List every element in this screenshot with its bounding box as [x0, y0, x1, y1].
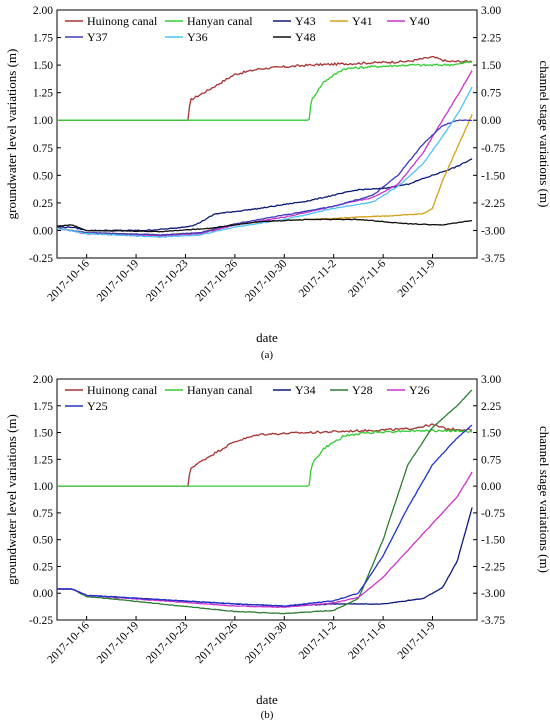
y2-tick-label: -1.50: [481, 535, 505, 547]
legend-label: Y28: [352, 383, 373, 397]
y-tick-label: 0.50: [33, 170, 53, 182]
series-line-y26: [57, 471, 473, 608]
legend-label: Hanyan canal: [187, 14, 253, 28]
series-line-y40: [57, 70, 473, 237]
y2-tick-label: 0.75: [481, 454, 501, 466]
legend-label: Y48: [295, 30, 316, 44]
x-axis-label: date: [256, 692, 278, 707]
legend-label: Huinong canal: [87, 14, 158, 28]
series-line-y36: [57, 86, 473, 238]
y2-tick-label: -0.75: [481, 143, 505, 155]
chart-panel-b: -0.25 0.00 0.25 0.50 0.75 1.00 1.25 1.50 1.75 2.0…: [4, 374, 550, 721]
x-tick-label: 2017-10-30: [243, 619, 290, 666]
x-tick-label: 2017-11-9: [396, 619, 438, 661]
y-axis-label: groundwater level variations (m): [4, 49, 19, 220]
y-tick-label: 1.00: [33, 481, 53, 493]
y-tick-label: 2.00: [33, 5, 53, 17]
x-tick-label: 2017-10-26: [194, 619, 241, 666]
y2-tick-label: 0.75: [481, 88, 501, 100]
x-tick-label: 2017-10-19: [95, 257, 142, 304]
y-tick-label: 0.25: [33, 561, 53, 573]
panel-label: (b): [261, 709, 274, 721]
y2-tick-label: 0.00: [481, 115, 501, 127]
series-line-y28: [57, 389, 473, 615]
y-tick-label: 0.75: [33, 508, 53, 520]
series-line-hanyan-canal: [57, 61, 473, 121]
x-tick-label: 2017-11-9: [396, 257, 438, 299]
chart-panel-a: -0.25 0.00 0.25 0.50 0.75 1.00 1.25 1.50 1.75 2.0…: [4, 5, 550, 361]
y2-axis-label: channel stage variations (m): [537, 61, 550, 208]
y-tick-label: 1.50: [33, 60, 53, 72]
plot-frame: [56, 378, 478, 621]
y-tick-label: 1.25: [33, 454, 53, 466]
y2-tick-label: 1.50: [481, 428, 501, 440]
y-tick-label: 1.25: [33, 88, 53, 100]
y-tick-label: 0.00: [33, 225, 53, 237]
series-line-y37: [57, 119, 473, 236]
y-axis-label: groundwater level variations (m): [4, 414, 19, 585]
series-line-y48: [57, 218, 473, 233]
x-tick-label: 2017-10-30: [243, 257, 290, 304]
y2-tick-label: 1.50: [481, 60, 501, 72]
y-tick-label: -0.25: [29, 253, 53, 265]
y-tick-label: 1.00: [33, 115, 53, 127]
series-line-hanyan-canal: [57, 428, 473, 487]
legend-label: Y43: [295, 14, 316, 28]
y2-tick-label: -1.50: [481, 170, 505, 182]
series-lines: [57, 55, 473, 238]
y2-tick-label: 0.00: [481, 481, 501, 493]
x-tick-label: 2017-11-6: [346, 619, 388, 661]
x-tick-label: 2017-10-19: [95, 619, 142, 666]
legend-label: Y36: [187, 30, 208, 44]
y-tick-label: 1.75: [33, 401, 53, 413]
y-tick-label: 1.75: [33, 33, 53, 45]
y2-axis-label: channel stage variations (m): [537, 426, 550, 573]
y2-tick-label: -3.75: [481, 615, 505, 627]
legend-label: Y37: [87, 30, 108, 44]
y2-tick-label: 2.25: [481, 401, 501, 413]
series-line-y34: [57, 507, 473, 607]
y2-tick-label: -3.00: [481, 225, 505, 237]
y2-tick-label: -0.75: [481, 508, 505, 520]
x-tick-label: 2017-10-23: [144, 619, 191, 666]
y2-tick-label: 3.00: [481, 374, 501, 386]
legend-label: Hanyan canal: [187, 383, 253, 397]
series-lines: [57, 389, 473, 615]
panel-label: (a): [261, 349, 274, 361]
series-line-y25: [57, 424, 473, 607]
series-line-huinong-canal: [57, 55, 473, 121]
y-tick-label: 0.50: [33, 535, 53, 547]
x-tick-label: 2017-10-23: [144, 257, 191, 304]
y2-tick-label: -2.25: [481, 198, 505, 210]
y2-tick-label: -3.00: [481, 588, 505, 600]
series-line-y41: [57, 114, 473, 236]
x-tick-label: 2017-11-2: [297, 257, 339, 299]
x-axis-label: date: [256, 330, 278, 345]
y-tick-label: -0.25: [29, 615, 53, 627]
series-line-huinong-canal: [57, 423, 473, 487]
legend-label: Y25: [87, 399, 108, 413]
y-tick-label: 0.75: [33, 143, 53, 155]
x-tick-label: 2017-11-6: [346, 257, 388, 299]
y2-tick-label: -3.75: [481, 253, 505, 265]
y2-tick-label: 2.25: [481, 33, 501, 45]
plot-frame: [56, 9, 478, 259]
y2-tick-label: 3.00: [481, 5, 501, 17]
x-tick-label: 2017-10-26: [194, 257, 241, 304]
y-tick-label: 2.00: [33, 374, 53, 386]
legend-label: Y34: [295, 383, 316, 397]
y-tick-label: 0.00: [33, 588, 53, 600]
y-tick-label: 1.50: [33, 428, 53, 440]
y2-tick-label: -2.25: [481, 561, 505, 573]
legend-label: Y40: [409, 14, 430, 28]
y-tick-label: 0.25: [33, 198, 53, 210]
legend-label: Y41: [352, 14, 373, 28]
legend-label: Huinong canal: [87, 383, 158, 397]
x-tick-label: 2017-11-2: [297, 619, 339, 661]
legend-label: Y26: [409, 383, 430, 397]
